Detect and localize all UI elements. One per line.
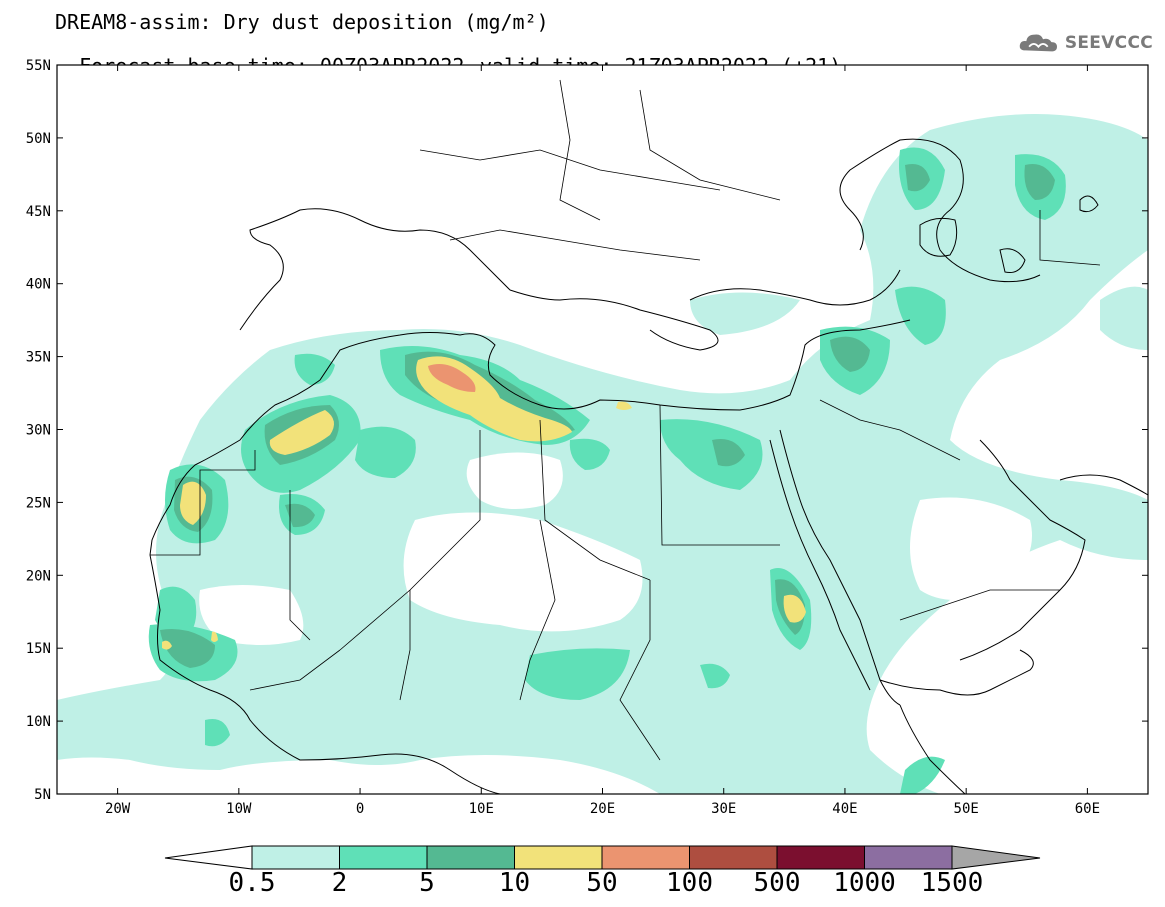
colorbar-swatch (776, 845, 865, 870)
lon-label: 10W (226, 801, 252, 817)
lon-label: 40E (832, 801, 857, 817)
lon-label: 10E (469, 801, 494, 817)
lat-label: 50N (26, 131, 51, 147)
lat-label: 45N (26, 204, 51, 220)
colorbar-swatch (251, 845, 340, 870)
lat-label: 5N (34, 787, 51, 803)
colorbar-swatch (426, 845, 515, 870)
colorbar-label: 0.5 (228, 868, 276, 898)
colorbar-swatch (514, 845, 603, 870)
lat-label: 55N (26, 58, 51, 74)
colorbar-low-arrow (164, 845, 253, 870)
colorbar-label: 10 (498, 868, 531, 898)
colorbar-swatch (689, 845, 778, 870)
colorbar-label: 2 (331, 868, 348, 898)
colorbar-high-arrow (951, 845, 1041, 870)
colorbar-label: 50 (586, 868, 618, 898)
lat-label: 40N (26, 277, 51, 293)
lon-label: 20W (105, 801, 131, 817)
latitude-axis: 55N 50N 45N 40N 35N 30N 25N 20N 15N 10N 5N (26, 58, 1148, 803)
lon-label: 20E (590, 801, 615, 817)
lon-label: 50E (954, 801, 979, 817)
coastlines (149, 138, 1148, 794)
lon-label: 30E (711, 801, 736, 817)
colorbar-swatch (864, 845, 953, 870)
seevccc-logo: SEEVCCC (1018, 30, 1153, 56)
colorbar-swatch (339, 845, 428, 870)
lon-label: 60E (1075, 801, 1100, 817)
colorbar-swatch (601, 845, 690, 870)
cloud-logo-icon (1019, 34, 1057, 52)
clear-regions (199, 452, 1032, 645)
colorbar-label: 100 (666, 868, 713, 898)
lat-label: 10N (26, 714, 51, 730)
colorbar-label: 1500 (920, 868, 984, 898)
lon-label: 0 (356, 801, 364, 817)
map-area (57, 65, 1148, 794)
longitude-axis: 20W 10W 0 10E 20E 30E 40E 50E 60E (105, 65, 1100, 817)
lat-label: 25N (26, 495, 51, 511)
logo-text: SEEVCCC (1064, 33, 1153, 53)
country-borders (150, 79, 1101, 761)
colorbar-label: 5 (419, 868, 435, 898)
lat-label: 30N (26, 423, 51, 439)
colorbar-label: 500 (753, 868, 801, 898)
lat-label: 20N (26, 568, 51, 584)
map-title: DREAM8-assim: Dry dust deposition (mg/m²… (55, 10, 549, 34)
lat-label: 35N (26, 350, 51, 366)
colorbar-label: 1000 (833, 868, 896, 898)
contour-level-5 (428, 364, 476, 392)
colorbar (164, 845, 1041, 870)
lat-label: 15N (26, 641, 51, 657)
